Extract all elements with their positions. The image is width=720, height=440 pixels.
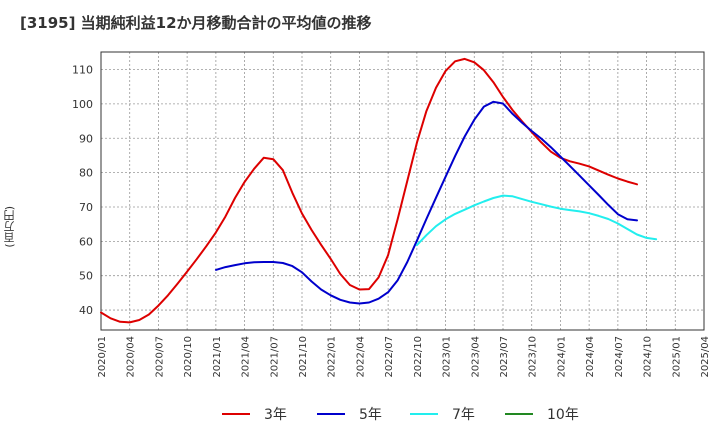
x-tick-label: 2024/01	[556, 336, 567, 378]
x-tick-label: 2022/01	[327, 336, 338, 378]
x-tick-label: 2022/07	[384, 336, 395, 378]
x-tick-label: 2022/04	[355, 336, 366, 378]
series-line-7年	[415, 194, 658, 247]
x-tick-label: 2021/04	[241, 336, 252, 378]
x-tick-label: 2021/01	[212, 336, 223, 378]
legend-label-10年: 10年	[547, 407, 579, 423]
x-tick-label: 2020/10	[183, 336, 194, 378]
x-tick-label: 2024/07	[614, 336, 625, 378]
chart-title: [3195] 当期純利益12か月移動合計の平均値の推移	[20, 14, 372, 32]
x-tick-label: 2023/01	[442, 336, 453, 378]
y-tick-label: 70	[79, 201, 93, 214]
y-tick-label: 80	[79, 167, 93, 180]
x-tick-label: 2024/04	[585, 336, 596, 378]
x-tick-label: 2021/07	[269, 336, 280, 378]
series-line-3年	[100, 57, 638, 324]
x-tick-label: 2020/01	[97, 336, 108, 378]
legend-label-3年: 3年	[264, 407, 287, 423]
y-tick-label: 40	[79, 304, 93, 317]
x-tick-label: 2020/04	[126, 336, 137, 378]
y-tick-label: 90	[79, 132, 93, 145]
plot-frame	[100, 51, 705, 331]
y-tick-label: 60	[79, 235, 93, 248]
x-tick-label: 2023/07	[499, 336, 510, 378]
x-tick-label: 2020/07	[154, 336, 165, 378]
y-tick-label: 100	[72, 98, 93, 111]
series-line-5年	[214, 100, 638, 305]
x-tick-label: 2025/04	[700, 336, 711, 378]
x-tick-label: 2023/10	[528, 336, 539, 378]
x-tick-label: 2023/04	[470, 336, 481, 378]
legend-label-7年: 7年	[452, 407, 475, 423]
y-tick-label: 110	[72, 64, 93, 77]
plot-area	[101, 52, 704, 330]
x-tick-label: 2025/01	[671, 336, 682, 378]
x-tick-label: 2024/10	[643, 336, 654, 378]
y-tick-label: 50	[79, 270, 93, 283]
x-tick-label: 2022/10	[413, 336, 424, 378]
x-tick-label: 2021/10	[298, 336, 309, 378]
legend-label-5年: 5年	[359, 407, 382, 423]
